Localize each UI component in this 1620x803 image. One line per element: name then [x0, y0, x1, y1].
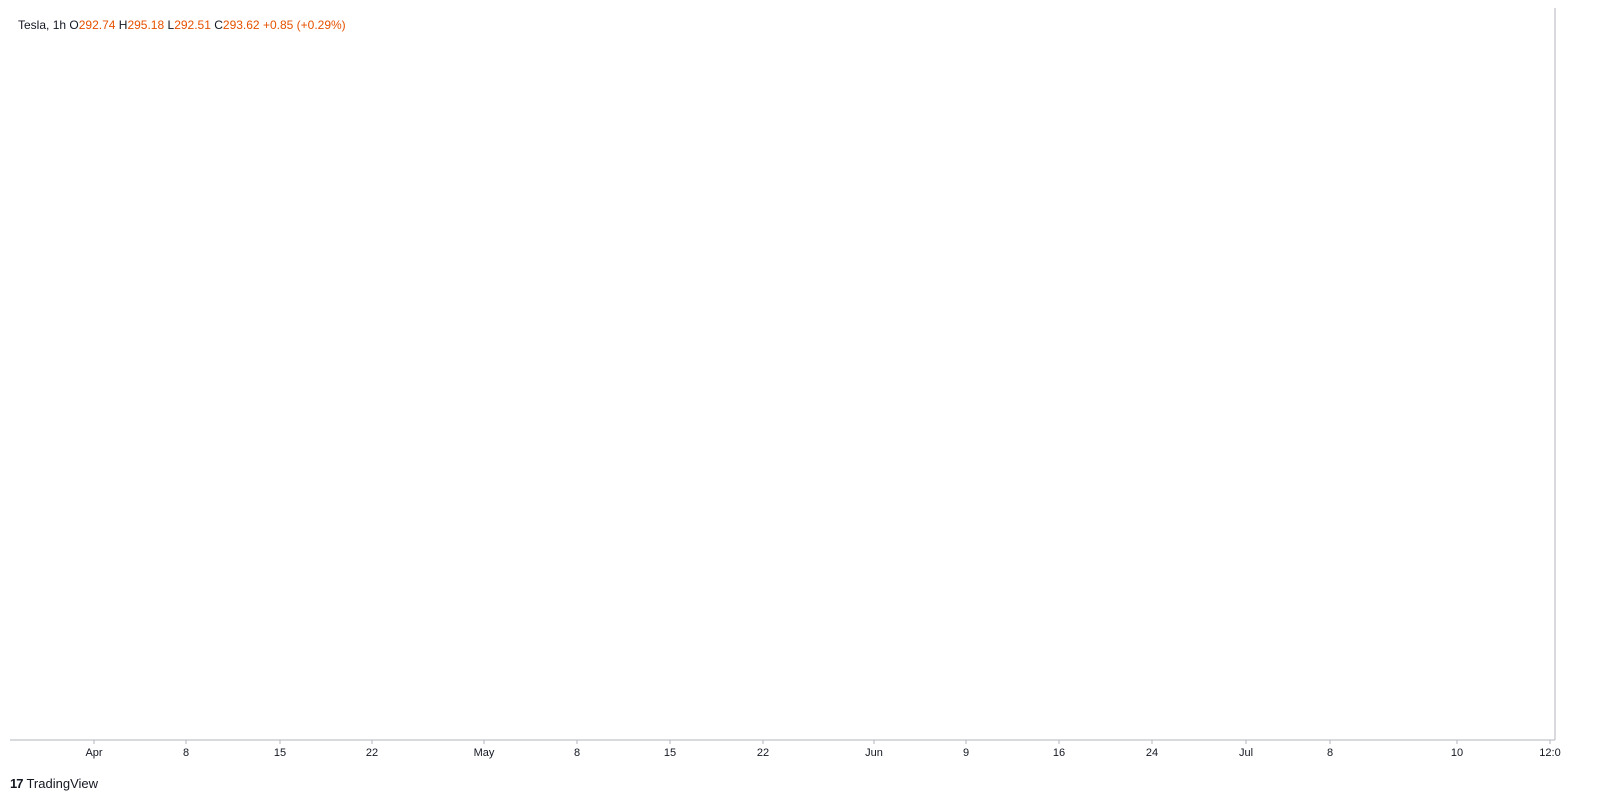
- x-tick-label: 15: [664, 747, 676, 759]
- x-tick-label: 24: [1146, 747, 1158, 759]
- x-tick-label: 22: [757, 747, 769, 759]
- symbol-name[interactable]: Tesla: [18, 18, 47, 32]
- low-label: L: [167, 18, 175, 32]
- plot-area: [10, 8, 1555, 740]
- symbol-header: Tesla, 1h O292.74 H295.18 L292.51 C293.6…: [18, 18, 346, 32]
- open-value: 292.74: [78, 18, 116, 32]
- close-label: C: [214, 18, 223, 32]
- x-tick-label: 8: [574, 747, 580, 759]
- x-tick-label: 12:0: [1539, 747, 1560, 759]
- change-value: +0.85 (+0.29%): [262, 18, 346, 32]
- high-value: 295.18: [127, 18, 165, 32]
- x-tick-label: May: [474, 747, 495, 759]
- x-tick-label: 15: [274, 747, 286, 759]
- close-value: 293.62: [222, 18, 260, 32]
- brand-text: TradingView: [26, 776, 99, 791]
- tradingview-branding[interactable]: 17 TradingView: [10, 776, 98, 791]
- interval-label[interactable]: 1h: [52, 18, 67, 32]
- x-tick-label: 16: [1053, 747, 1065, 759]
- x-tick-label: 8: [1327, 747, 1333, 759]
- x-tick-label: Jul: [1239, 747, 1253, 759]
- low-value: 292.51: [174, 18, 211, 32]
- x-tick-label: Jun: [865, 747, 883, 759]
- high-label: H: [118, 18, 128, 32]
- open-label: O: [69, 18, 79, 32]
- x-tick-label: 8: [183, 747, 189, 759]
- x-tick-label: 9: [963, 747, 969, 759]
- x-tick-label: 10: [1451, 747, 1463, 759]
- x-tick-label: Apr: [85, 747, 102, 759]
- tradingview-logo-icon: 17: [10, 776, 24, 791]
- x-tick-label: 22: [366, 747, 378, 759]
